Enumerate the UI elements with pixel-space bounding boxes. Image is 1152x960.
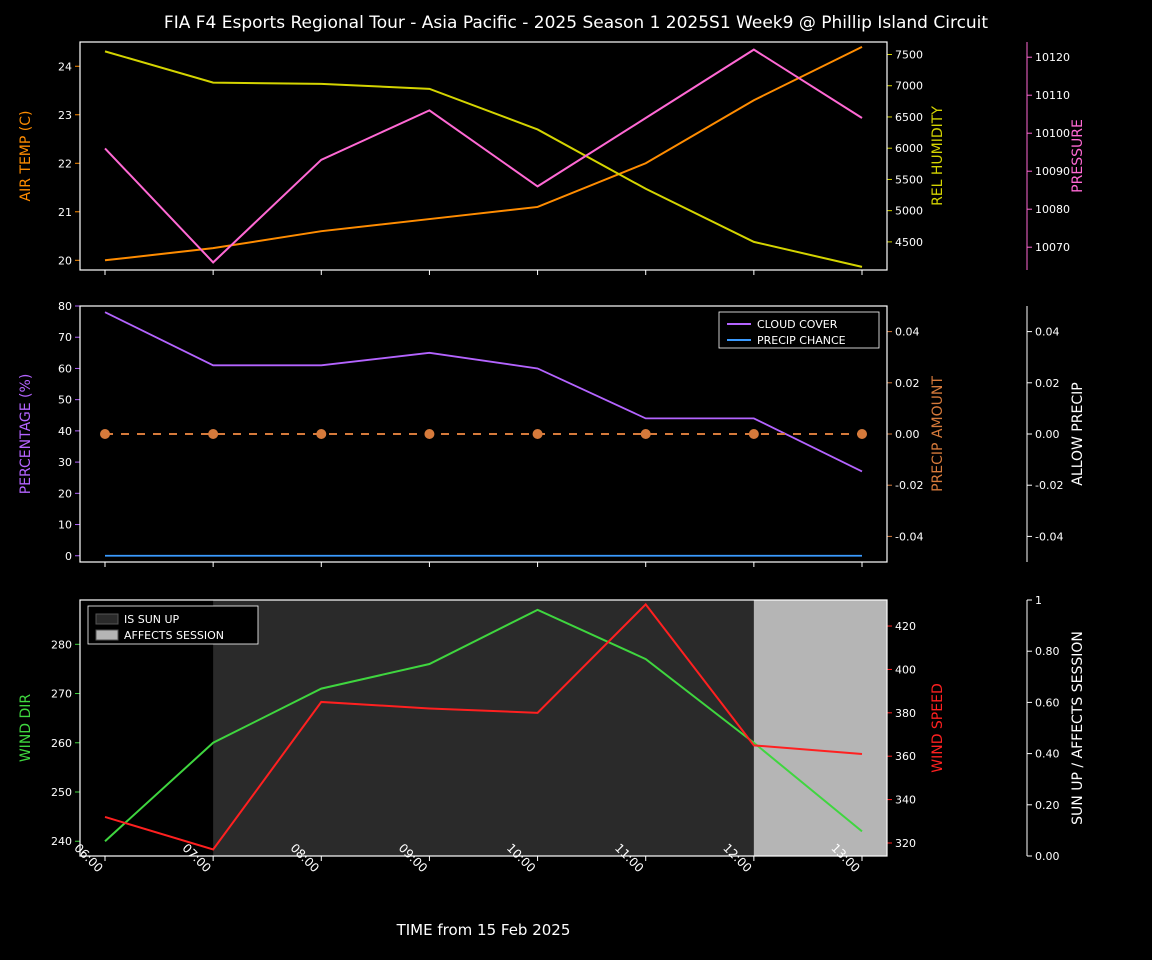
- svg-text:0.60: 0.60: [1035, 696, 1060, 709]
- svg-text:WIND SPEED: WIND SPEED: [930, 683, 946, 772]
- svg-text:IS SUN UP: IS SUN UP: [124, 613, 180, 626]
- svg-text:0.00: 0.00: [1035, 850, 1060, 863]
- svg-text:CLOUD COVER: CLOUD COVER: [757, 318, 838, 331]
- svg-text:270: 270: [51, 688, 72, 701]
- svg-text:PRESSURE: PRESSURE: [1070, 119, 1086, 193]
- svg-text:260: 260: [51, 737, 72, 750]
- humidity-line: [105, 51, 862, 267]
- svg-text:23: 23: [58, 109, 72, 122]
- svg-text:10120: 10120: [1035, 51, 1070, 64]
- air-temp-line: [105, 47, 862, 260]
- svg-text:20: 20: [58, 254, 72, 267]
- chart-container: FIA F4 Esports Regional Tour - Asia Paci…: [0, 0, 1152, 960]
- svg-text:360: 360: [895, 750, 916, 763]
- svg-text:6000: 6000: [895, 142, 923, 155]
- svg-text:250: 250: [51, 786, 72, 799]
- svg-text:420: 420: [895, 620, 916, 633]
- svg-text:0.04: 0.04: [895, 326, 920, 339]
- svg-text:0.02: 0.02: [1035, 377, 1060, 390]
- svg-text:1: 1: [1035, 594, 1042, 607]
- pressure-line: [105, 50, 862, 263]
- svg-text:0.04: 0.04: [1035, 326, 1060, 339]
- svg-text:5500: 5500: [895, 173, 923, 186]
- svg-text:10070: 10070: [1035, 241, 1070, 254]
- svg-text:21: 21: [58, 206, 72, 219]
- svg-text:0.80: 0.80: [1035, 645, 1060, 658]
- svg-text:07:00: 07:00: [179, 841, 213, 875]
- svg-text:80: 80: [58, 300, 72, 313]
- svg-text:10080: 10080: [1035, 203, 1070, 216]
- svg-text:7500: 7500: [895, 48, 923, 61]
- svg-text:0.20: 0.20: [1035, 799, 1060, 812]
- svg-text:40: 40: [58, 425, 72, 438]
- svg-text:400: 400: [895, 663, 916, 676]
- svg-text:PERCENTAGE (%): PERCENTAGE (%): [18, 374, 34, 495]
- svg-text:380: 380: [895, 707, 916, 720]
- svg-text:0.02: 0.02: [895, 377, 920, 390]
- svg-text:06:00: 06:00: [71, 841, 105, 875]
- svg-text:4500: 4500: [895, 236, 923, 249]
- svg-text:-0.04: -0.04: [1035, 530, 1063, 543]
- svg-text:SUN UP / AFFECTS SESSION: SUN UP / AFFECTS SESSION: [1070, 631, 1086, 825]
- svg-text:10110: 10110: [1035, 89, 1070, 102]
- svg-text:10: 10: [58, 519, 72, 532]
- svg-text:60: 60: [58, 362, 72, 375]
- svg-text:6500: 6500: [895, 111, 923, 124]
- svg-text:AFFECTS SESSION: AFFECTS SESSION: [124, 629, 224, 642]
- svg-text:7000: 7000: [895, 80, 923, 93]
- svg-text:5000: 5000: [895, 205, 923, 218]
- svg-text:-0.04: -0.04: [895, 530, 923, 543]
- svg-text:0: 0: [65, 550, 72, 563]
- svg-text:ALLOW PRECIP: ALLOW PRECIP: [1070, 382, 1086, 485]
- svg-text:24: 24: [58, 60, 72, 73]
- svg-text:240: 240: [51, 835, 72, 848]
- svg-text:AIR TEMP (C): AIR TEMP (C): [18, 111, 34, 202]
- svg-text:50: 50: [58, 394, 72, 407]
- svg-text:-0.02: -0.02: [1035, 479, 1063, 492]
- svg-text:340: 340: [895, 794, 916, 807]
- svg-text:70: 70: [58, 331, 72, 344]
- svg-text:30: 30: [58, 456, 72, 469]
- svg-text:10090: 10090: [1035, 165, 1070, 178]
- svg-text:PRECIP AMOUNT: PRECIP AMOUNT: [930, 376, 946, 492]
- svg-text:22: 22: [58, 157, 72, 170]
- x-axis-label: TIME from 15 Feb 2025: [396, 921, 571, 939]
- chart-title: FIA F4 Esports Regional Tour - Asia Paci…: [164, 13, 988, 33]
- svg-text:WIND DIR: WIND DIR: [18, 694, 34, 763]
- svg-text:0.00: 0.00: [1035, 428, 1060, 441]
- svg-text:0.40: 0.40: [1035, 748, 1060, 761]
- svg-text:10100: 10100: [1035, 127, 1070, 140]
- svg-text:PRECIP CHANCE: PRECIP CHANCE: [757, 334, 846, 347]
- svg-text:280: 280: [51, 638, 72, 651]
- affects-session-region: [754, 600, 887, 856]
- svg-text:REL HUMIDITY: REL HUMIDITY: [930, 106, 946, 206]
- svg-text:-0.02: -0.02: [895, 479, 923, 492]
- svg-text:320: 320: [895, 837, 916, 850]
- chart-svg: FIA F4 Esports Regional Tour - Asia Paci…: [0, 0, 1152, 960]
- svg-text:20: 20: [58, 487, 72, 500]
- svg-text:0.00: 0.00: [895, 428, 920, 441]
